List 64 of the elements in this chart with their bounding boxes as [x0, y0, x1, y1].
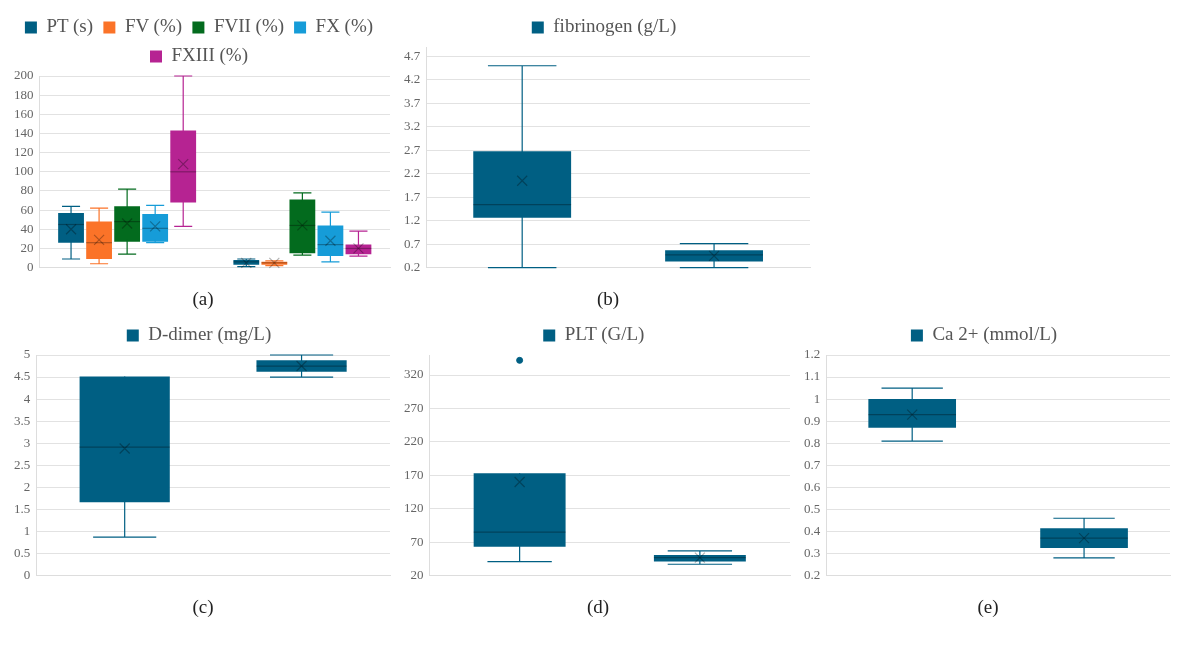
y-tick-label: 20 [410, 567, 424, 583]
y-tick-label: 3 [23, 434, 31, 450]
y-tick-label: 0 [23, 567, 31, 583]
y-tick-label: 4.7 [404, 47, 421, 63]
legend-label: PLT (G/L) [564, 323, 645, 346]
legend-label: FX (%) [315, 15, 374, 38]
text: (d) [585, 596, 611, 618]
y-tick-label: 4.2 [404, 71, 421, 87]
text: (b) [595, 288, 621, 310]
legend-label: PT (s) [46, 15, 94, 38]
y-tick-label: 1.1 [804, 368, 821, 384]
y-tick-label: 170 [404, 466, 424, 482]
y-tick-label: 160 [14, 105, 34, 121]
y-tick-label: 4.5 [14, 368, 31, 384]
y-tick-label: 0.2 [804, 567, 821, 583]
y-tick-label: 1 [813, 390, 821, 406]
y-tick-label: 0.3 [804, 544, 821, 560]
y-tick-label: 0.2 [404, 259, 421, 275]
y-tick-label: 2 [23, 478, 31, 494]
y-tick-label: 1.2 [804, 346, 821, 362]
y-tick-label: 5 [23, 346, 31, 362]
y-tick-label: 0.5 [804, 500, 821, 516]
y-tick-label: 60 [20, 201, 34, 217]
y-tick-label: 0.9 [804, 412, 821, 428]
y-tick-label: 200 [14, 67, 34, 83]
y-tick-label: 2.7 [404, 141, 421, 157]
y-tick-label: 100 [14, 163, 34, 179]
y-tick-label: 0.7 [404, 235, 421, 251]
y-tick-label: 4 [23, 390, 31, 406]
y-tick-label: 20 [20, 239, 34, 255]
y-tick-label: 120 [404, 500, 424, 516]
y-tick-label: 2.2 [404, 165, 421, 181]
y-tick-label: 0.6 [804, 478, 821, 494]
y-tick-label: 3.7 [404, 94, 421, 110]
y-tick-label: 1 [23, 522, 31, 538]
y-tick-label: 0.8 [804, 434, 821, 450]
text: (a) [191, 288, 215, 310]
legend-label: FV (%) [124, 15, 183, 38]
legend-label: fibrinogen (g/L) [553, 15, 677, 38]
legend-label: FXIII (%) [171, 44, 249, 67]
y-tick-label: 40 [20, 220, 34, 236]
y-tick-label: 3.2 [404, 118, 421, 134]
y-tick-label: 0.5 [14, 544, 31, 560]
y-tick-label: 0 [27, 259, 34, 275]
y-tick-label: 180 [14, 86, 34, 102]
legend-label: Ca 2+ (mmol/L) [932, 323, 1058, 346]
y-tick-label: 140 [14, 124, 34, 140]
legend-label: D-dimer (mg/L) [148, 323, 272, 346]
y-tick-label: 2.5 [14, 456, 31, 472]
y-tick-label: 3.5 [14, 412, 31, 428]
y-tick-label: 220 [404, 433, 424, 449]
y-tick-label: 1.7 [404, 188, 421, 204]
y-tick-label: 80 [20, 182, 34, 198]
y-tick-label: 1.5 [14, 500, 31, 516]
y-tick-label: 70 [410, 533, 424, 549]
text: (c) [191, 596, 215, 618]
text: (e) [976, 596, 1000, 618]
y-tick-label: 1.2 [404, 212, 421, 228]
y-tick-label: 0.4 [804, 522, 821, 538]
y-tick-label: 120 [14, 144, 34, 160]
legend-label: FVII (%) [213, 15, 285, 38]
y-tick-label: 320 [404, 366, 424, 382]
y-tick-label: 0.7 [804, 456, 821, 472]
y-tick-label: 270 [404, 399, 424, 415]
